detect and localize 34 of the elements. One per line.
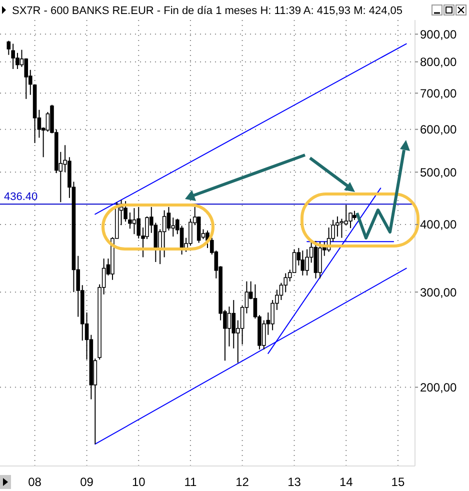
candlestick (128, 212, 132, 230)
candlestick (6, 40, 11, 56)
x-tick-label: 14 (339, 475, 354, 489)
x-tick-label: 12 (236, 475, 250, 489)
y-tick-label: 600,00 (420, 122, 458, 137)
candlestick (162, 210, 166, 258)
y-tick-label: 800,00 (420, 55, 458, 70)
y-tick-label: 900,00 (420, 27, 458, 42)
candlestick (132, 208, 136, 235)
y-tick-label: 500,00 (420, 165, 458, 180)
candlestick (305, 248, 309, 276)
candlestick (352, 210, 356, 220)
x-tick-label: 09 (80, 475, 94, 489)
y-tick-label: 200,00 (420, 380, 458, 394)
ref-line-label: 436.40 (4, 191, 38, 204)
x-tick-label: 08 (28, 475, 42, 489)
y-tick-label: 400,00 (420, 218, 458, 232)
y-tick-label: 700,00 (420, 86, 458, 100)
candlestick (232, 300, 236, 349)
candlestick (344, 204, 348, 226)
x-tick-label: 15 (391, 475, 405, 489)
x-tick-label: 10 (132, 475, 146, 489)
candlestick (340, 218, 344, 238)
candlestick (284, 272, 288, 293)
candlestick (227, 306, 232, 347)
x-tick-label: 11 (184, 475, 198, 489)
candlestick (166, 206, 171, 231)
candlestick (300, 250, 305, 276)
candlestick (24, 58, 28, 100)
candlestick (136, 206, 141, 239)
chart-title: SX7R - 600 BANKS RE.EUR - Fin de día 1 meses H: 11:39 A: 415,93 M: 424,05 (12, 5, 402, 17)
x-tick-label: 13 (288, 475, 302, 489)
y-tick-label: 300,00 (420, 285, 458, 300)
candlestick (124, 200, 128, 222)
